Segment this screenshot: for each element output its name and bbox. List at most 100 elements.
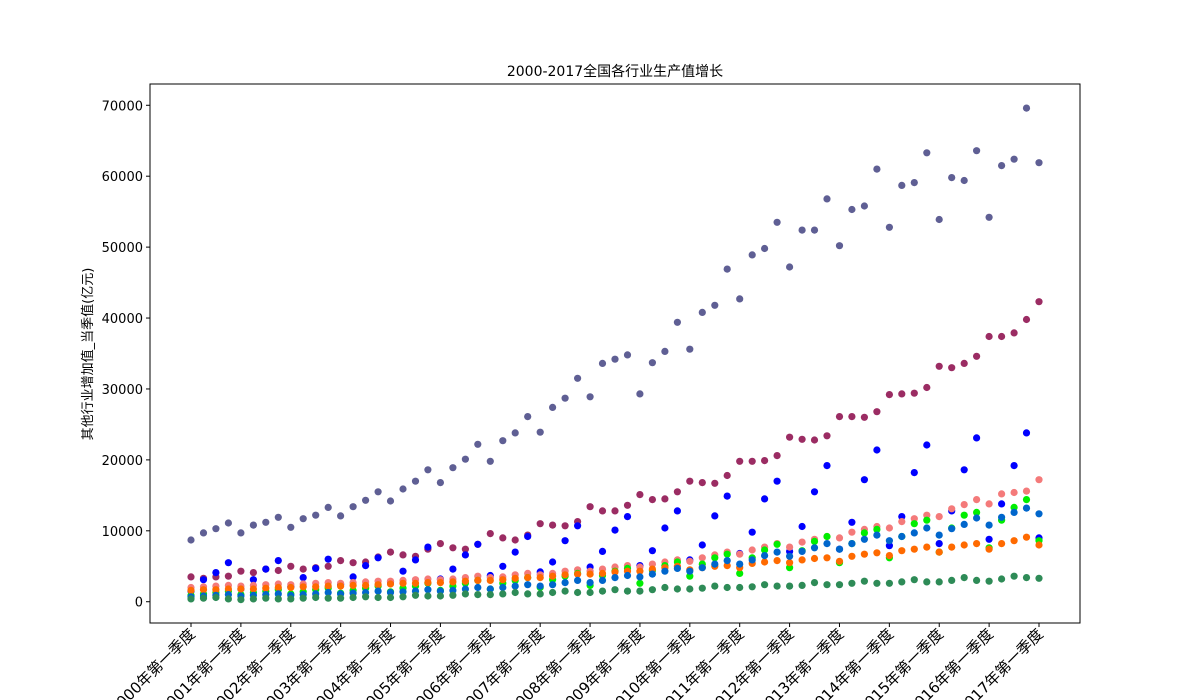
data-point [324,503,332,511]
data-point [860,202,869,210]
data-point [723,471,731,480]
data-point [948,525,956,533]
data-point [274,513,282,521]
data-point [299,583,307,591]
data-point [249,585,257,593]
data-point [786,552,794,560]
data-point [312,564,320,573]
data-point [761,495,769,503]
data-point [436,479,444,487]
data-point [1022,533,1031,541]
data-point [923,524,931,532]
data-point [262,594,270,602]
data-point [1010,503,1018,511]
data-point [349,503,357,511]
data-point [923,543,931,551]
data-point [187,536,195,544]
data-point [574,522,582,530]
data-point [386,593,395,602]
data-point [885,391,894,399]
y-axis: 0 10000 20000 30000 40000 50000 60000 70000 [102,99,150,611]
data-point [362,562,370,570]
data-point [386,497,395,505]
data-point [237,567,245,575]
data-point [948,505,956,513]
data-point [786,433,794,441]
data-point [1022,315,1031,324]
data-point [798,581,806,590]
data-point [199,586,208,594]
data-point [424,543,432,551]
data-point [499,583,507,592]
data-point [224,559,232,567]
data-point [835,581,844,589]
data-point [1035,476,1043,484]
data-point [648,560,657,568]
data-point [798,522,806,531]
data-point [798,556,806,564]
data-point [648,359,657,367]
data-point [337,512,345,520]
data-point [611,586,619,594]
data-point [474,583,482,592]
data-point [761,546,769,554]
data-point [1022,504,1031,512]
data-point [848,552,856,560]
data-point [998,575,1006,583]
data-point [636,579,644,587]
plot-frame [149,83,1081,624]
data-point [835,413,844,421]
data-point [623,587,632,595]
data-point [274,566,282,575]
data-point [299,565,307,573]
data-point [810,544,819,552]
data-point [960,359,968,367]
data-point [499,576,507,584]
data-point [910,576,918,584]
data-point [661,583,669,592]
data-point [486,530,494,538]
data-point [549,403,557,411]
data-point [773,582,781,590]
data-point [249,569,257,577]
data-point [536,428,544,436]
data-point [598,507,607,515]
data-point [910,515,918,523]
data-point [449,544,457,552]
data-point [511,429,519,437]
data-point [424,579,432,587]
data-point [212,586,220,594]
y-tick-label: 70000 [102,99,143,114]
y-tick-label: 20000 [102,454,143,469]
data-point [648,586,657,594]
data-point [823,462,831,470]
data-point [711,301,719,309]
data-point [274,590,282,598]
data-point [249,595,257,603]
data-point [748,528,756,536]
data-point [823,554,831,562]
data-point [362,593,370,601]
data-point [374,593,382,602]
data-point [960,520,968,529]
data-point [835,534,844,542]
data-point [860,529,869,537]
data-point [549,558,557,566]
data-point [362,496,370,504]
data-point [910,545,918,553]
data-point [898,390,906,398]
data-point [224,519,232,527]
data-point [873,408,881,416]
data-point [623,571,632,580]
data-point [424,466,432,474]
data-point [399,485,407,493]
y-tick-label: 0 [135,596,143,611]
data-point [1010,155,1018,163]
data-point [885,524,894,532]
data-point [923,383,931,392]
data-point [935,513,943,521]
data-point [673,507,682,515]
data-point [898,518,906,526]
data-point [723,265,731,273]
data-point [723,562,731,570]
